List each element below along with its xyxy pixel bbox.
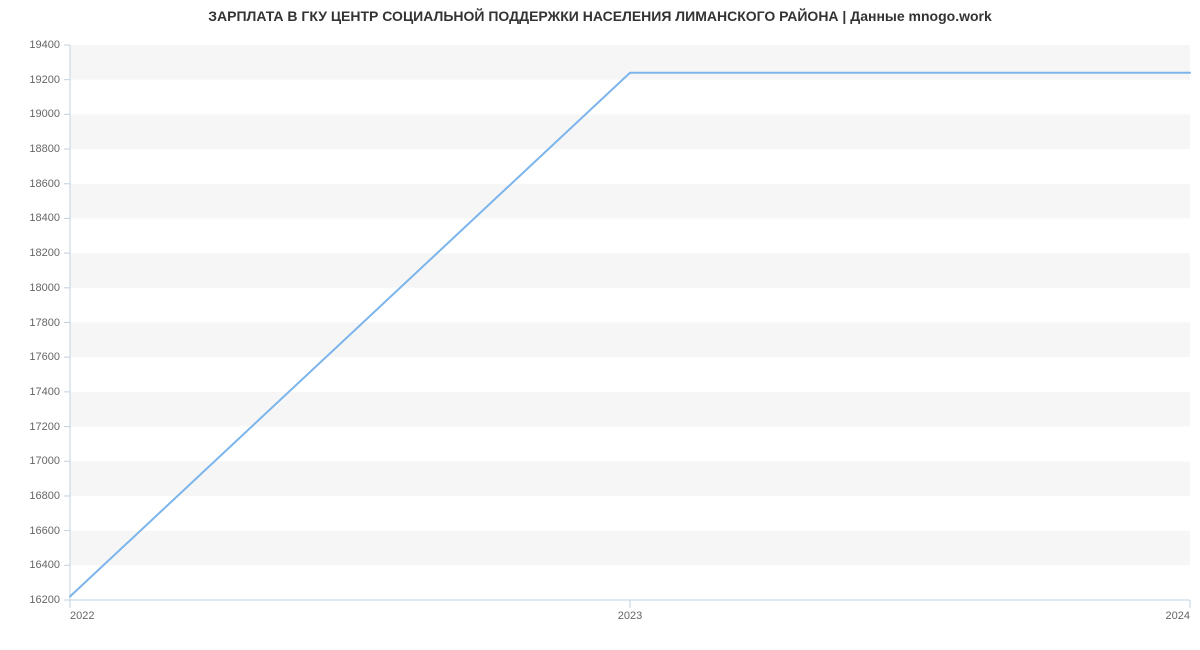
y-tick-label: 16400 <box>0 559 60 571</box>
y-tick-label: 19200 <box>0 74 60 86</box>
y-tick-label: 18200 <box>0 247 60 259</box>
y-tick-label: 17800 <box>0 317 60 329</box>
y-tick-label: 16600 <box>0 525 60 537</box>
y-tick-label: 17200 <box>0 421 60 433</box>
y-tick-label: 16800 <box>0 490 60 502</box>
y-tick-label: 17600 <box>0 351 60 363</box>
salary-chart: ЗАРПЛАТА В ГКУ ЦЕНТР СОЦИАЛЬНОЙ ПОДДЕРЖК… <box>0 0 1200 650</box>
plot-area <box>0 0 1200 630</box>
y-tick-label: 18000 <box>0 282 60 294</box>
y-tick-label: 19400 <box>0 39 60 51</box>
y-tick-label: 17000 <box>0 455 60 467</box>
y-tick-label: 16200 <box>0 594 60 606</box>
y-tick-label: 18800 <box>0 143 60 155</box>
y-tick-label: 17400 <box>0 386 60 398</box>
y-tick-label: 18400 <box>0 212 60 224</box>
x-tick-label: 2024 <box>1166 610 1190 622</box>
y-tick-label: 19000 <box>0 108 60 120</box>
y-tick-label: 18600 <box>0 178 60 190</box>
x-tick-label: 2022 <box>70 610 94 622</box>
x-tick-label: 2023 <box>618 610 642 622</box>
